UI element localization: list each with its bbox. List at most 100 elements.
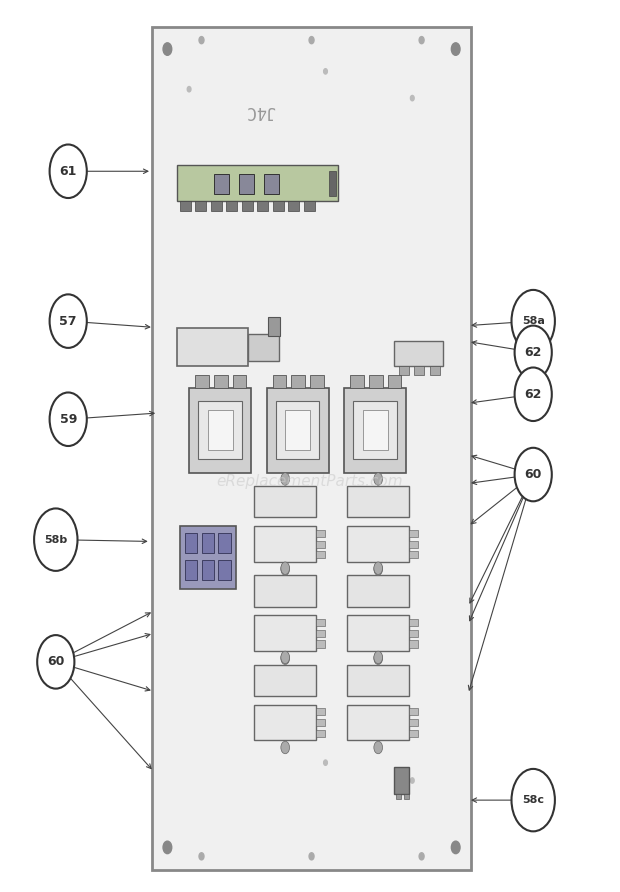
Bar — [211, 201, 222, 211]
Circle shape — [50, 145, 87, 198]
Bar — [430, 366, 440, 375]
Bar — [353, 401, 397, 459]
Bar — [202, 533, 214, 553]
Circle shape — [324, 69, 327, 74]
Circle shape — [50, 392, 87, 446]
Bar — [232, 375, 246, 388]
Bar — [177, 165, 338, 201]
Text: 57: 57 — [60, 315, 77, 327]
Circle shape — [451, 841, 460, 854]
Bar — [291, 375, 305, 388]
Bar — [347, 486, 409, 517]
Circle shape — [512, 290, 555, 352]
Bar — [226, 201, 237, 211]
Circle shape — [281, 563, 290, 575]
Bar — [242, 201, 253, 211]
Circle shape — [281, 741, 290, 754]
Bar — [409, 708, 418, 715]
Bar — [329, 171, 336, 196]
Text: 62: 62 — [525, 346, 542, 359]
Bar — [316, 619, 325, 626]
Bar — [304, 201, 315, 211]
Circle shape — [374, 563, 383, 575]
Bar — [316, 530, 325, 537]
Circle shape — [163, 841, 172, 854]
Bar — [394, 341, 443, 366]
Bar — [180, 201, 191, 211]
Bar — [409, 551, 418, 558]
Circle shape — [199, 853, 204, 860]
Circle shape — [374, 473, 383, 485]
Text: 60: 60 — [47, 656, 64, 668]
Bar — [276, 401, 319, 459]
Bar — [316, 708, 325, 715]
Bar — [254, 486, 316, 517]
Bar — [316, 730, 325, 737]
Bar — [347, 575, 409, 607]
Circle shape — [410, 778, 414, 783]
Bar — [267, 388, 329, 473]
Circle shape — [50, 294, 87, 348]
Bar — [310, 375, 324, 388]
Bar — [254, 575, 316, 607]
Text: 58b: 58b — [44, 534, 68, 545]
Bar — [285, 410, 310, 450]
Text: 58a: 58a — [522, 316, 544, 326]
Bar — [248, 334, 279, 361]
Bar — [202, 560, 214, 580]
Circle shape — [281, 652, 290, 665]
Circle shape — [199, 37, 204, 44]
Bar — [404, 794, 409, 799]
Bar — [409, 530, 418, 537]
Bar — [214, 174, 229, 194]
Bar — [409, 619, 418, 626]
Circle shape — [515, 448, 552, 501]
Circle shape — [37, 635, 74, 689]
Circle shape — [281, 562, 290, 574]
Text: 61: 61 — [60, 165, 77, 178]
Bar — [239, 174, 254, 194]
Bar — [198, 401, 242, 459]
Circle shape — [374, 651, 383, 664]
Bar — [396, 794, 401, 799]
Circle shape — [419, 853, 424, 860]
Circle shape — [34, 508, 78, 571]
Circle shape — [512, 769, 555, 831]
Bar — [347, 526, 409, 562]
Bar — [254, 665, 316, 696]
Circle shape — [281, 473, 290, 485]
Bar — [347, 615, 409, 651]
Bar — [180, 526, 236, 589]
Bar — [195, 201, 206, 211]
Bar — [195, 375, 209, 388]
Bar — [254, 705, 316, 740]
Bar — [350, 375, 364, 388]
Circle shape — [309, 853, 314, 860]
Circle shape — [187, 528, 191, 533]
Bar — [409, 541, 418, 548]
Bar — [177, 328, 248, 366]
Bar — [268, 317, 280, 336]
Bar — [185, 533, 197, 553]
Bar — [388, 375, 401, 388]
Circle shape — [410, 95, 414, 101]
Circle shape — [187, 87, 191, 92]
Bar — [208, 410, 232, 450]
Bar — [369, 375, 383, 388]
Bar — [316, 551, 325, 558]
Bar — [273, 201, 284, 211]
Circle shape — [451, 43, 460, 55]
Bar — [316, 541, 325, 548]
Bar — [409, 730, 418, 737]
Bar — [264, 174, 279, 194]
Bar — [288, 201, 299, 211]
Bar — [316, 640, 325, 648]
Circle shape — [187, 185, 191, 190]
Circle shape — [163, 43, 172, 55]
Circle shape — [281, 651, 290, 664]
Text: 58c: 58c — [522, 795, 544, 805]
Circle shape — [374, 652, 383, 665]
Bar — [409, 640, 418, 648]
Bar — [152, 27, 471, 870]
Bar — [257, 201, 268, 211]
